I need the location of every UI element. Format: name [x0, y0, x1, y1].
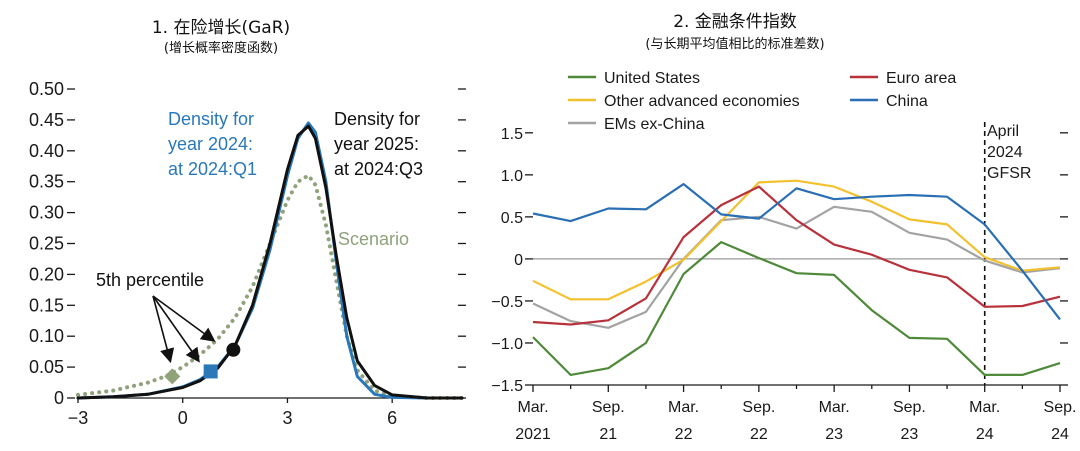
gar-chart-subtitle: (增长概率密度函数): [164, 40, 278, 56]
series-line-united-states: [532, 241, 1061, 376]
gar-chart-title: 1. 在险增长(GaR): [152, 18, 290, 38]
legend-label-ems: EMs ex-China: [604, 116, 705, 133]
fci-x-tick-label-month: Mar.: [517, 399, 548, 416]
density-2025-percentile-marker: [226, 342, 241, 357]
scenario-label: Scenario: [338, 229, 409, 249]
gar-y-tick-label: 0.45: [29, 110, 64, 130]
density-2025-label-line1: Density for: [334, 109, 420, 129]
fci-y-tick-label: 1.0: [501, 168, 523, 185]
gar-x-tick-label: −3: [68, 408, 89, 428]
gfsr-label-line1: April: [987, 123, 1019, 140]
gar-y-tick-label: 0.40: [29, 141, 64, 161]
fci-x-tick-label-month: Sep.: [1044, 399, 1077, 416]
fci-axes: −1.5 −1.0 −0.5 0 0.5 1.0 1.5 Mar. 2021 Sep. 21 Mar.…: [491, 122, 1076, 443]
fci-x-tick-label-year: 21: [599, 426, 617, 443]
gar-x-tick-label: 0: [178, 408, 188, 428]
fci-y-tick-label: 0.5: [501, 210, 523, 227]
fci-y-tick-label: −1.5: [491, 378, 523, 395]
fci-x-tick-label-month: Sep.: [592, 399, 625, 416]
gfsr-label-line2: 2024: [987, 144, 1023, 161]
gar-y-tick-label: 0.10: [29, 326, 64, 346]
fci-chart-title: 2. 金融条件指数: [673, 12, 797, 32]
fci-x-tick-label-month: Sep.: [893, 399, 926, 416]
fifth-percentile-label: 5th percentile: [96, 270, 204, 290]
legend-label-other-advanced: Other advanced economies: [604, 93, 800, 110]
density-2025-label: Density for year 2025: at 2024:Q3: [334, 109, 423, 179]
fci-x-tick-label-year: 23: [901, 426, 919, 443]
series-line-density-for-year-2025-at-2024-q3: [76, 124, 464, 400]
gfsr-label-line3: GFSR: [987, 165, 1031, 182]
gar-y-tick-label: 0.50: [29, 79, 64, 99]
arrow-to-2025: [152, 295, 216, 342]
fci-x-tick-label-month: Mar.: [819, 399, 850, 416]
density-2025-label-line3: at 2024:Q3: [334, 159, 423, 179]
arrow-to-2024: [152, 295, 200, 363]
density-2024-label: Density for year 2024: at 2024:Q1: [168, 109, 257, 179]
fci-y-tick-label: 0: [514, 252, 523, 269]
gar-y-tick-label: 0: [54, 388, 64, 408]
fci-x-tick-label-year: 24: [1051, 426, 1069, 443]
density-2024-label-line1: Density for: [168, 109, 254, 129]
gar-axes: 0 0.05 0.10 0.15 0.20 0.25 0.30 0.35 0.40 0.45 0.5…: [29, 79, 466, 428]
gar-y-tick-label: 0.15: [29, 295, 64, 315]
legend-label-china: China: [886, 93, 928, 110]
gar-y-tick-label: 0.05: [29, 357, 64, 377]
fifth-percentile-arrows: [152, 295, 216, 364]
fci-y-tick-label: 1.5: [501, 126, 523, 143]
fci-series-group: [532, 179, 1061, 376]
fci-x-tick-label-year: 24: [976, 426, 994, 443]
density-2025-label-line2: year 2025:: [334, 134, 419, 154]
fci-x-tick-label-month: Sep.: [742, 399, 775, 416]
fci-x-tick-label-year: 2021: [515, 426, 551, 443]
gar-y-tick-label: 0.30: [29, 203, 64, 223]
series-line-china: [532, 183, 1061, 321]
series-line-euro-area: [532, 185, 1061, 326]
fci-x-tick-label-month: Mar.: [969, 399, 1000, 416]
fci-panel: 2. 金融条件指数 (与长期平均值相比的标准差数) United States …: [491, 12, 1076, 443]
density-2024-label-line2: year 2024:: [168, 134, 253, 154]
gar-x-tick-label: 6: [387, 408, 397, 428]
legend-label-us: United States: [604, 70, 700, 87]
fci-y-tick-label: −1.0: [491, 336, 523, 353]
series-line-other-advanced-economies: [532, 179, 1061, 301]
gar-x-tick-label: 3: [282, 408, 292, 428]
percentile-markers: [164, 342, 241, 385]
arrow-to-scenario: [152, 295, 175, 364]
legend-label-euro: Euro area: [886, 70, 956, 87]
gar-y-tick-label: 0.25: [29, 234, 64, 254]
density-2024-percentile-marker: [203, 364, 218, 379]
fci-legend: United States Other advanced economies E…: [568, 70, 956, 133]
gar-y-tick-label: 0.20: [29, 264, 64, 284]
fci-x-tick-label-year: 23: [825, 426, 843, 443]
fci-x-tick-label-year: 22: [675, 426, 693, 443]
fci-x-tick-label-year: 22: [750, 426, 768, 443]
gfsr-annotation: April 2024 GFSR: [987, 123, 1031, 182]
series-line-ems-ex-china: [532, 205, 1061, 329]
scenario-percentile-marker: [164, 368, 181, 385]
fci-x-tick-label-month: Mar.: [668, 399, 699, 416]
density-2024-label-line3: at 2024:Q1: [168, 159, 257, 179]
fci-y-tick-label: −0.5: [491, 294, 523, 311]
gar-y-tick-label: 0.35: [29, 172, 64, 192]
fci-chart-subtitle: (与长期平均值相比的标准差数): [645, 36, 824, 52]
gar-panel: 1. 在险增长(GaR) (增长概率密度函数) 0 0.05 0.10 0.15 0.2…: [29, 18, 466, 428]
